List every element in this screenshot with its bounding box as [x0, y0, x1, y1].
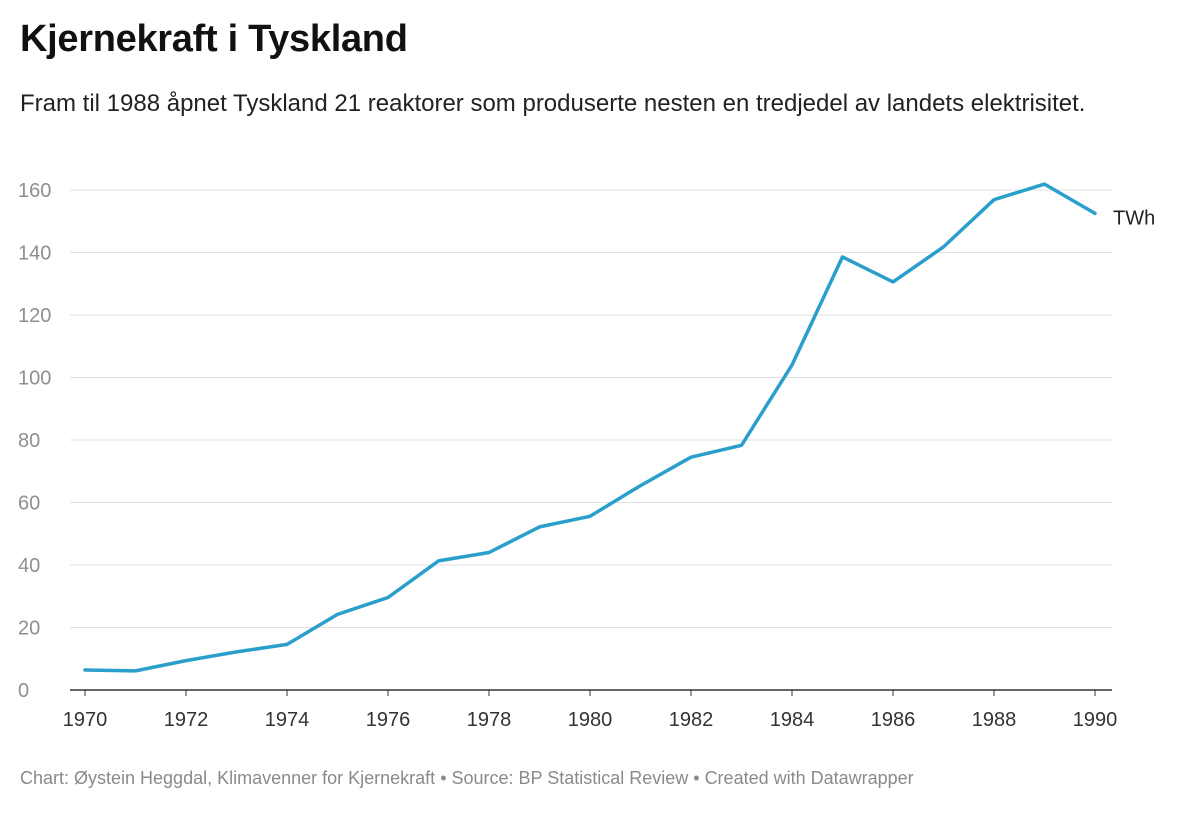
- series-layer: TWh: [83, 182, 1155, 673]
- data-point: [841, 255, 845, 259]
- data-point: [285, 642, 289, 646]
- x-tick-label: 1980: [568, 709, 613, 731]
- x-tick-label: 1972: [164, 709, 209, 731]
- y-tick-label: 80: [18, 430, 40, 452]
- x-tick-label: 1986: [871, 709, 916, 731]
- data-point: [588, 514, 592, 518]
- data-point: [790, 363, 794, 367]
- y-tick-label: 120: [18, 305, 51, 327]
- data-point: [487, 551, 491, 555]
- data-point: [1043, 182, 1047, 186]
- data-point: [689, 455, 693, 459]
- data-point: [891, 280, 895, 284]
- data-point: [992, 198, 996, 202]
- data-point: [639, 484, 643, 488]
- y-tick-label: 40: [18, 555, 40, 577]
- y-tick-label: 160: [18, 180, 51, 202]
- data-point: [184, 659, 188, 663]
- x-tick-label: 1982: [669, 709, 714, 731]
- data-point: [235, 650, 239, 654]
- y-tick-label: 0: [18, 680, 29, 702]
- x-axis-ticks: 1970 1972 1974 1976 1978 1980 1982 1984 1986 1988…: [63, 690, 1118, 731]
- x-tick-label: 1984: [770, 709, 815, 731]
- data-point: [134, 669, 138, 673]
- y-axis-ticks: 0 20 40 60 80 100 120 140 160: [18, 180, 51, 702]
- x-tick-label: 1990: [1073, 709, 1118, 731]
- x-tick-label: 1978: [467, 709, 512, 731]
- data-point: [386, 596, 390, 600]
- data-point: [83, 668, 87, 672]
- y-tick-label: 100: [18, 368, 51, 390]
- y-tick-label: 140: [18, 243, 51, 265]
- x-tick-label: 1988: [972, 709, 1017, 731]
- y-tick-label: 20: [18, 618, 40, 640]
- chart-subtitle: Fram til 1988 åpnet Tyskland 21 reaktore…: [20, 90, 1086, 117]
- x-tick-label: 1970: [63, 709, 108, 731]
- data-point: [1093, 211, 1097, 215]
- data-point: [437, 559, 441, 563]
- x-tick-label: 1976: [366, 709, 411, 731]
- y-tick-label: 60: [18, 493, 40, 515]
- chart-credit: Chart: Øystein Heggdal, Klimavenner for …: [20, 768, 914, 788]
- series-line-twh: [83, 182, 1097, 673]
- data-point: [942, 245, 946, 249]
- data-point: [538, 525, 542, 529]
- data-point: [336, 612, 340, 616]
- x-tick-label: 1974: [265, 709, 310, 731]
- chart-title: Kjernekraft i Tyskland: [20, 18, 408, 60]
- gridlines: [70, 189, 1112, 691]
- data-point: [740, 443, 744, 447]
- series-label: TWh: [1113, 207, 1155, 229]
